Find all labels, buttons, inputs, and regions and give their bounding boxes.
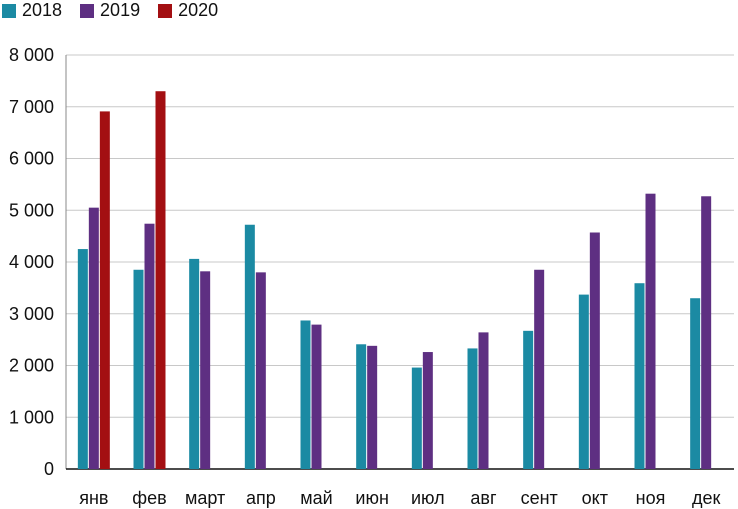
bar-2018-июл — [411, 367, 422, 469]
y-tick-label-2000: 2 000 — [9, 356, 54, 376]
x-tick-label-окт: окт — [582, 488, 608, 508]
bar-2019-июн — [367, 345, 378, 469]
legend-label-2020: 2020 — [178, 0, 219, 20]
bar-2019-фев — [144, 223, 155, 469]
y-tick-label-4000: 4 000 — [9, 252, 54, 272]
bar-2018-окт — [578, 294, 589, 469]
bar-2019-дек — [701, 196, 712, 469]
x-tick-label-апр: апр — [246, 488, 276, 508]
bar-2019-окт — [589, 232, 600, 469]
bar-2018-янв — [77, 249, 88, 469]
legend-label-2018: 2018 — [22, 0, 63, 20]
y-tick-label-5000: 5 000 — [9, 200, 54, 220]
legend-swatch-2020 — [158, 3, 173, 18]
y-tick-label-8000: 8 000 — [9, 45, 54, 65]
bar-2019-апр — [255, 272, 266, 469]
legend-swatch-2018 — [2, 3, 16, 18]
bar-2018-авг — [467, 348, 478, 469]
bar-2018-июн — [356, 344, 367, 469]
x-tick-label-авг: авг — [470, 488, 497, 508]
bar-2019-март — [200, 271, 211, 469]
bar-2018-ноя — [634, 283, 645, 469]
legend-label-2019: 2019 — [100, 0, 141, 20]
y-tick-label-1000: 1 000 — [9, 407, 54, 427]
x-tick-label-ноя: ноя — [636, 488, 666, 508]
bar-2018-март — [189, 258, 200, 469]
x-tick-label-фев: фев — [132, 488, 166, 508]
legend-item-2019: 2019 — [80, 0, 140, 21]
bar-2018-апр — [244, 224, 255, 469]
bar-2020-янв — [99, 111, 110, 469]
bar-2019-сент — [534, 269, 545, 469]
x-tick-label-март: март — [185, 488, 225, 508]
x-tick-label-янв: янв — [79, 488, 108, 508]
x-tick-label-сент: сент — [521, 488, 558, 508]
legend-item-2018: 2018 — [2, 0, 62, 21]
legend-item-2020: 2020 — [158, 0, 218, 21]
bar-2020-фев — [155, 91, 166, 469]
bar-2019-ноя — [645, 193, 656, 469]
bar-2019-янв — [88, 207, 99, 469]
x-tick-label-июл: июл — [411, 488, 445, 508]
bar-2018-дек — [690, 298, 701, 469]
bar-2019-июл — [422, 352, 433, 469]
y-tick-label-0: 0 — [44, 459, 54, 479]
legend-swatch-2019 — [80, 3, 95, 18]
y-tick-label-7000: 7 000 — [9, 97, 54, 117]
bar-2018-сент — [523, 330, 534, 469]
x-tick-label-май: май — [300, 488, 332, 508]
legend: 2018 2019 2020 — [2, 0, 218, 21]
y-tick-label-3000: 3 000 — [9, 304, 54, 324]
x-tick-label-июн: июн — [355, 488, 389, 508]
bar-2019-авг — [478, 332, 489, 469]
bar-2018-май — [300, 320, 311, 469]
x-tick-label-дек: дек — [692, 488, 721, 508]
bar-2018-фев — [133, 269, 144, 469]
y-tick-label-6000: 6 000 — [9, 149, 54, 169]
bar-2019-май — [311, 324, 322, 469]
